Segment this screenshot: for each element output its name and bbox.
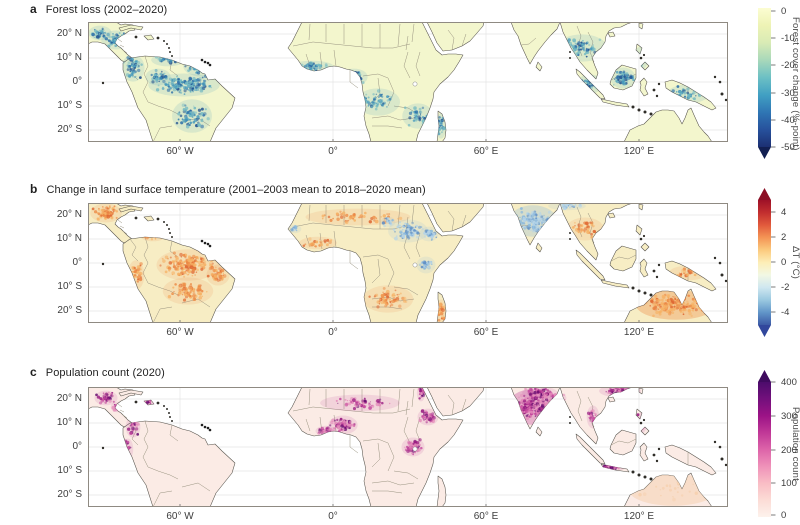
y-tick-label: 0°: [72, 257, 82, 268]
colorbar-tick-label: 400: [781, 377, 797, 388]
x-tick-label: 120° E: [623, 327, 655, 338]
x-tick-label: 60° W: [166, 327, 194, 338]
y-tick-label: 20° N: [56, 393, 82, 404]
panel-b-colorbar-label: ΔT (°C): [790, 245, 800, 279]
y-tick-label: 0°: [72, 441, 82, 452]
y-tick-label: 0°: [72, 76, 82, 87]
x-tick-label: 120° E: [623, 146, 655, 157]
y-tick-label: 10° S: [57, 465, 82, 476]
panel-b-map: [88, 203, 728, 323]
panel-a-title: a Forest loss (2002–2020): [30, 2, 167, 16]
panel-b-title-text: Change in land surface temperature (2001…: [46, 184, 426, 196]
x-tick-label: 60° E: [473, 327, 499, 338]
x-tick-label: 60° E: [473, 511, 499, 522]
colorbar-tick-label: 0: [781, 510, 787, 521]
y-tick-label: 20° S: [57, 489, 82, 500]
colorbar-tick-label: 2: [781, 232, 787, 243]
y-tick-label: 10° N: [56, 417, 82, 428]
panel-c-title: c Population count (2020): [30, 365, 165, 379]
y-tick-label: 10° S: [57, 281, 82, 292]
panel-b-colorbar: [758, 188, 776, 337]
colorbar-tick-label: -4: [781, 307, 790, 318]
panel-b-letter: b: [30, 182, 38, 196]
colorbar-tick-label: -40: [781, 115, 795, 126]
colorbar-tick-label: 200: [781, 445, 797, 456]
panel-a-colorbar-label: Forest cover change (%-point): [790, 17, 800, 151]
panel-c-map: [88, 387, 728, 507]
panel-a-letter: a: [30, 2, 37, 16]
panel-a-map: [88, 22, 728, 142]
panel-c-colorbar: [758, 370, 776, 517]
y-tick-label: 10° S: [57, 100, 82, 111]
colorbar-tick-label: -50: [781, 142, 795, 153]
y-tick-label: 20° N: [56, 209, 82, 220]
panel-b-title: b Change in land surface temperature (200…: [30, 182, 426, 196]
x-tick-label: 0°: [328, 511, 338, 522]
y-tick-label: 10° N: [56, 52, 82, 63]
panel-a-title-text: Forest loss (2002–2020): [45, 4, 168, 16]
x-tick-label: 60° E: [473, 146, 499, 157]
x-tick-label: 120° E: [623, 511, 655, 522]
colorbar-tick-label: -20: [781, 60, 795, 71]
colorbar-tick-label: 0: [781, 257, 787, 268]
panel-c-title-text: Population count (2020): [45, 367, 165, 379]
colorbar-tick-label: -30: [781, 88, 795, 99]
colorbar-tick-label: -2: [781, 282, 790, 293]
x-tick-label: 0°: [328, 146, 338, 157]
panel-c-colorbar-label: Population count: [790, 406, 800, 481]
colorbar-tick-label: 0: [781, 6, 787, 17]
x-tick-label: 0°: [328, 327, 338, 338]
colorbar-tick-label: 4: [781, 207, 787, 218]
y-tick-label: 20° N: [56, 28, 82, 39]
panel-a-colorbar: [758, 8, 776, 159]
y-tick-label: 20° S: [57, 124, 82, 135]
y-tick-label: 20° S: [57, 305, 82, 316]
colorbar-tick-label: -10: [781, 33, 795, 44]
x-tick-label: 60° W: [166, 511, 194, 522]
colorbar-tick-label: 300: [781, 411, 797, 422]
panel-c-letter: c: [30, 365, 37, 379]
y-tick-label: 10° N: [56, 233, 82, 244]
colorbar-tick-label: 100: [781, 478, 797, 489]
x-tick-label: 60° W: [166, 146, 194, 157]
